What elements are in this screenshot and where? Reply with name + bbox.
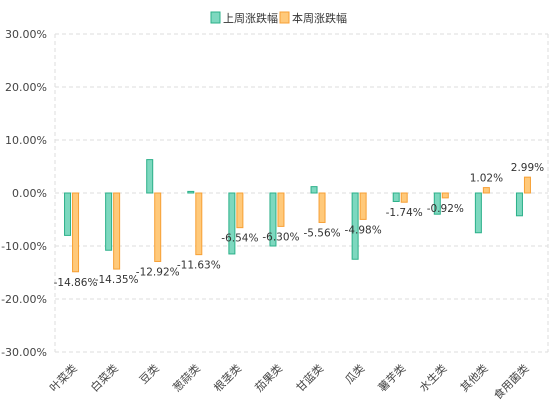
data-label: -6.54%: [221, 233, 258, 245]
y-tick-label: 30.00%: [5, 28, 47, 41]
data-label: 2.99%: [511, 162, 544, 174]
y-tick-label: -30.00%: [1, 346, 47, 359]
data-label: -14.35%: [95, 274, 139, 286]
bar-last-week: [187, 190, 195, 194]
bar-last-week: [474, 192, 482, 234]
bar-last-week: [351, 192, 359, 260]
x-tick-label: 叶菜类: [46, 361, 79, 394]
bar-last-week: [146, 159, 154, 194]
bar-this-week: [318, 192, 326, 223]
bar-last-week: [64, 192, 72, 236]
data-label: -1.74%: [386, 207, 423, 219]
data-label: -6.30%: [262, 231, 299, 243]
legend-label-this-week: 本周涨跌幅: [292, 11, 347, 25]
legend-label-last-week: 上周涨跌幅: [223, 11, 278, 25]
y-tick-label: 0.00%: [12, 187, 47, 200]
bar-last-week: [433, 192, 441, 215]
bar-this-week: [236, 192, 244, 229]
x-tick-label: 瓜类: [342, 361, 367, 386]
data-label: -14.86%: [54, 277, 98, 289]
bar-this-week: [482, 187, 490, 194]
legend-swatch-last-week: [210, 11, 221, 24]
y-tick-label: -10.00%: [1, 240, 47, 253]
data-label: -0.92%: [427, 203, 464, 215]
x-tick-label: 甘蓝类: [293, 361, 326, 394]
bar-this-week: [359, 192, 367, 220]
x-tick-label: 薯芋类: [375, 361, 408, 394]
x-tick-label: 其他类: [457, 361, 490, 394]
bar-last-week: [269, 192, 277, 247]
bar-last-week: [310, 186, 318, 194]
data-label: -11.63%: [177, 260, 221, 272]
bar-this-week: [523, 176, 531, 194]
x-tick-label: 茄果类: [252, 361, 285, 394]
x-tick-label: 水生类: [416, 361, 449, 394]
data-label: 1.02%: [470, 173, 503, 185]
data-label: -4.98%: [345, 224, 382, 236]
y-tick-label: -20.00%: [1, 293, 47, 306]
bar-last-week: [392, 192, 400, 202]
y-tick-label: 10.00%: [5, 134, 47, 147]
x-tick-label: 白菜类: [88, 361, 121, 394]
data-label: -5.56%: [303, 227, 340, 239]
x-tick-label: 豆类: [136, 361, 161, 386]
bar-this-week: [400, 192, 408, 203]
bar-last-week: [228, 192, 236, 255]
bar-this-week: [441, 192, 449, 199]
bar-last-week: [105, 192, 113, 251]
bar-last-week: [515, 192, 523, 217]
bar-this-week: [154, 192, 162, 262]
bar-this-week: [113, 192, 121, 270]
x-tick-label: 根茎类: [211, 361, 244, 394]
x-tick-label: 葱蒜类: [170, 361, 203, 394]
data-label: -12.92%: [136, 266, 180, 278]
bar-this-week: [277, 192, 285, 227]
bar-this-week: [72, 192, 80, 273]
x-tick-label: 食用菌类: [491, 361, 532, 402]
legend-swatch-this-week: [279, 11, 290, 24]
y-tick-label: 20.00%: [5, 81, 47, 94]
bar-this-week: [195, 192, 203, 256]
